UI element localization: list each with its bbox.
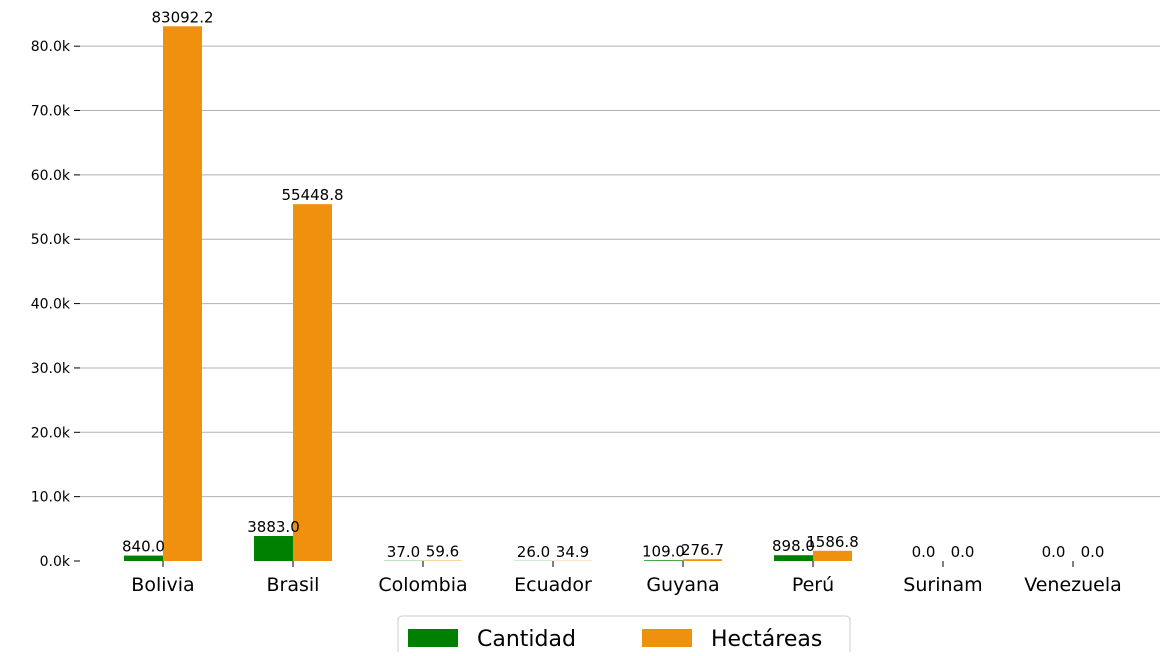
y-tick-label: 10.0k [31, 490, 71, 506]
y-tick-label: 50.0k [31, 232, 71, 248]
y-tick-label: 70.0k [31, 104, 71, 120]
data-label: 3883.0 [247, 518, 300, 536]
data-label: 0.0 [912, 543, 936, 561]
bar-hectáreas-guyana [683, 559, 722, 561]
x-tick-label: Bolivia [131, 574, 194, 596]
y-tick-label: 0.0k [40, 554, 71, 570]
bar-cantidad-brasil [254, 536, 293, 561]
x-tick-label: Brasil [267, 574, 320, 596]
bar-cantidad-bolivia [124, 556, 163, 561]
data-label: 840.0 [122, 538, 165, 556]
data-label: 1586.8 [806, 533, 859, 551]
x-tick-label: Ecuador [514, 574, 592, 596]
bars [124, 26, 852, 561]
data-label: 34.9 [556, 543, 589, 561]
x-tick-label: Guyana [646, 574, 719, 596]
data-label: 37.0 [387, 543, 420, 561]
legend-swatch-hectáreas [642, 629, 692, 647]
legend-swatch-cantidad [408, 629, 458, 647]
data-label: 0.0 [1042, 543, 1066, 561]
y-tick-label: 60.0k [31, 168, 71, 184]
data-label: 276.7 [681, 541, 724, 559]
bar-hectáreas-brasil [293, 204, 332, 561]
data-label: 109.0 [642, 542, 685, 560]
data-label: 0.0 [1081, 543, 1105, 561]
bar-cantidad-guyana [644, 560, 683, 561]
y-tick-label: 80.0k [31, 39, 71, 55]
data-label: 55448.8 [281, 186, 343, 204]
bar-cantidad-perú [774, 555, 813, 561]
y-axis: 0.0k 10.0k 20.0k 30.0k 40.0k 50.0k 60.0k 70.0k 8… [31, 39, 80, 570]
legend-label-hectáreas: Hectáreas [711, 627, 822, 652]
legend-label-cantidad: Cantidad [477, 627, 576, 652]
x-tick-label: Surinam [903, 574, 982, 596]
y-tick-label: 20.0k [31, 425, 71, 441]
bar-hectáreas-perú [813, 551, 852, 561]
x-tick-label: Venezuela [1024, 574, 1122, 596]
bar-hectáreas-bolivia [163, 26, 202, 561]
y-tick-label: 30.0k [31, 361, 71, 377]
data-label: 0.0 [951, 543, 975, 561]
gridlines [80, 46, 1160, 496]
x-tick-label: Perú [792, 574, 834, 596]
x-tick-label: Colombia [378, 574, 467, 596]
data-label: 83092.2 [151, 8, 213, 26]
y-tick-label: 40.0k [31, 297, 71, 313]
data-label: 26.0 [517, 543, 550, 561]
legend: Cantidad Hectáreas [398, 616, 850, 652]
data-label: 59.6 [426, 543, 459, 561]
x-axis: Bolivia Brasil Colombia Ecuador Guyana Perú Su… [131, 561, 1121, 596]
data-labels: 840.0 83092.2 3883.0 55448.8 37.0 59.6 26.0 34.… [122, 8, 1104, 561]
